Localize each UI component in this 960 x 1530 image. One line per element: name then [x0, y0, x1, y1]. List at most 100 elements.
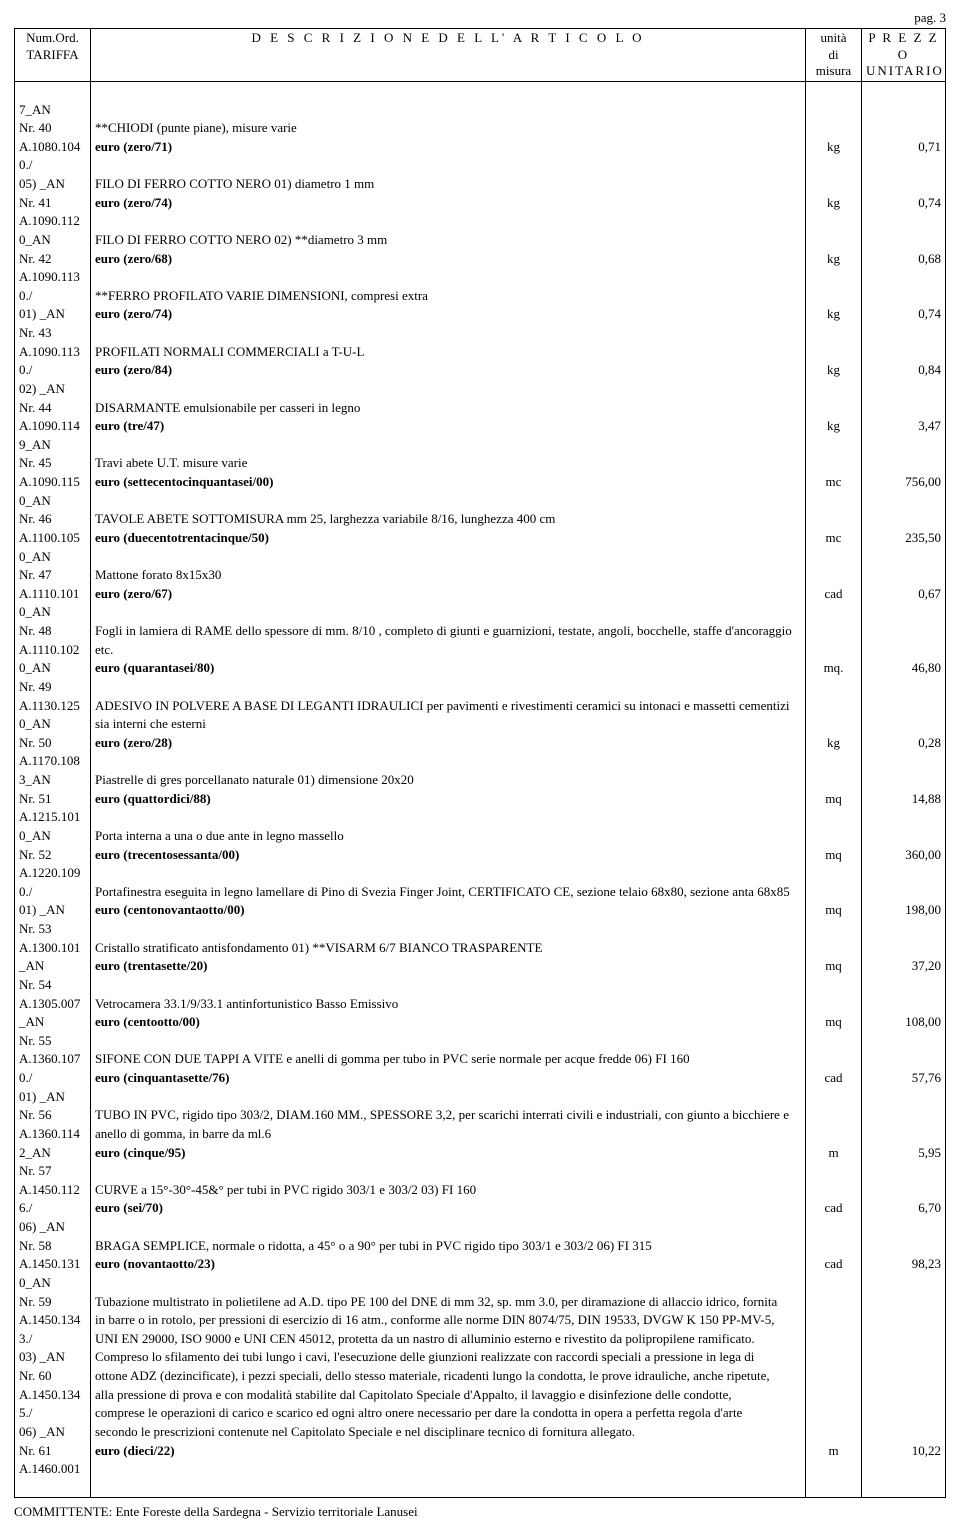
table-row: 6./euro (sei/70)cad6,70 [15, 1199, 946, 1218]
cell-unit [806, 622, 862, 641]
cell-unit [806, 1386, 862, 1405]
table-row: Nr. 47Mattone forato 8x15x30 [15, 566, 946, 585]
cell-desc: FILO DI FERRO COTTO NERO 01) diametro 1 … [91, 175, 806, 194]
table-row: Nr. 50euro (zero/28)kg0,28 [15, 734, 946, 753]
cell-unit [806, 1162, 862, 1181]
cell-unit [806, 175, 862, 194]
cell-desc [91, 603, 806, 622]
cell-price [862, 603, 946, 622]
header-tariffa: Num.Ord. TARIFFA [15, 29, 91, 82]
cell-tariffa: A.1300.101 [15, 939, 91, 958]
cell-unit: mq. [806, 659, 862, 678]
cell-price [862, 976, 946, 995]
cell-desc: anello di gomma, in barre da ml.6 [91, 1125, 806, 1144]
cell-price [862, 883, 946, 902]
cell-desc: euro (centonovantaotto/00) [91, 901, 806, 920]
cell-tariffa: A.1090.115 [15, 473, 91, 492]
cell-unit: kg [806, 305, 862, 324]
cell-unit: mq [806, 790, 862, 809]
cell-tariffa: 2_AN [15, 1144, 91, 1163]
table-row: A.1090.113PROFILATI NORMALI COMMERCIALI … [15, 343, 946, 362]
cell-unit [806, 1460, 862, 1479]
cell-tariffa: 0./ [15, 361, 91, 380]
cell-tariffa: Nr. 44 [15, 399, 91, 418]
cell-desc: UNI EN 29000, ISO 9000 e UNI CEN 45012, … [91, 1330, 806, 1349]
table-row: 06) _ANsecondo le prescrizioni contenute… [15, 1423, 946, 1442]
table-row: 9_AN [15, 436, 946, 455]
table-row: 03) _ANCompreso lo sfilamento dei tubi l… [15, 1348, 946, 1367]
table-row: Nr. 57 [15, 1162, 946, 1181]
cell-tariffa: A.1090.113 [15, 268, 91, 287]
cell-price [862, 864, 946, 883]
cell-tariffa: 3_AN [15, 771, 91, 790]
cell-price: 14,88 [862, 790, 946, 809]
cell-desc: SIFONE CON DUE TAPPI A VITE e anelli di … [91, 1050, 806, 1069]
cell-unit: cad [806, 585, 862, 604]
cell-price: 5,95 [862, 1144, 946, 1163]
table-row: Nr. 56TUBO IN PVC, rigido tipo 303/2, DI… [15, 1106, 946, 1125]
cell-tariffa: Nr. 49 [15, 678, 91, 697]
table-row: A.1450.131euro (novantaotto/23)cad98,23 [15, 1255, 946, 1274]
cell-tariffa: Nr. 45 [15, 454, 91, 473]
cell-desc: FILO DI FERRO COTTO NERO 02) **diametro … [91, 231, 806, 250]
cell-desc [91, 1460, 806, 1479]
table-row: A.1090.115euro (settecentocinquantasei/0… [15, 473, 946, 492]
cell-unit [806, 119, 862, 138]
cell-unit [806, 287, 862, 306]
cell-price: 3,47 [862, 417, 946, 436]
cell-desc: Cristallo stratificato antisfondamento 0… [91, 939, 806, 958]
cell-tariffa: 3./ [15, 1330, 91, 1349]
cell-price [862, 566, 946, 585]
cell-unit: cad [806, 1069, 862, 1088]
table-row: Nr. 59Tubazione multistrato in polietile… [15, 1293, 946, 1312]
cell-price [862, 1386, 946, 1405]
cell-desc: Fogli in lamiera di RAME dello spessore … [91, 622, 806, 641]
cell-price [862, 101, 946, 120]
cell-tariffa: Nr. 52 [15, 846, 91, 865]
cell-tariffa: _AN [15, 957, 91, 976]
cell-desc: **FERRO PROFILATO VARIE DIMENSIONI, comp… [91, 287, 806, 306]
cell-unit: kg [806, 194, 862, 213]
cell-tariffa: Nr. 55 [15, 1032, 91, 1051]
cell-desc: PROFILATI NORMALI COMMERCIALI a T-U-L [91, 343, 806, 362]
cell-desc: Piastrelle di gres porcellanato naturale… [91, 771, 806, 790]
table-row: Nr. 51euro (quattordici/88)mq14,88 [15, 790, 946, 809]
table-row: _ANeuro (trentasette/20)mq37,20 [15, 957, 946, 976]
table-row: A.1305.007Vetrocamera 33.1/9/33.1 antinf… [15, 995, 946, 1014]
cell-desc: euro (zero/84) [91, 361, 806, 380]
cell-desc [91, 156, 806, 175]
cell-desc: **CHIODI (punte piane), misure varie [91, 119, 806, 138]
cell-desc: DISARMANTE emulsionabile per casseri in … [91, 399, 806, 418]
cell-tariffa: A.1090.114 [15, 417, 91, 436]
cell-tariffa: Nr. 50 [15, 734, 91, 753]
cell-tariffa: 7_AN [15, 101, 91, 120]
cell-tariffa: Nr. 54 [15, 976, 91, 995]
cell-unit: mq [806, 901, 862, 920]
hdr-tariffa-2: TARIFFA [26, 47, 78, 62]
cell-tariffa: A.1305.007 [15, 995, 91, 1014]
page-number: pag. 3 [14, 10, 946, 26]
cell-tariffa: Nr. 60 [15, 1367, 91, 1386]
cell-price [862, 1125, 946, 1144]
table-row: Nr. 53 [15, 920, 946, 939]
cell-price [862, 1348, 946, 1367]
cell-price [862, 231, 946, 250]
cell-unit [806, 1106, 862, 1125]
table-row: A.1450.134alla pressione di prova e con … [15, 1386, 946, 1405]
cell-tariffa: A.1360.107 [15, 1050, 91, 1069]
cell-desc: ottone ADZ (dezincificate), i pezzi spec… [91, 1367, 806, 1386]
table-row: 06) _AN [15, 1218, 946, 1237]
cell-price [862, 324, 946, 343]
cell-desc: euro (zero/28) [91, 734, 806, 753]
cell-desc: euro (zero/71) [91, 138, 806, 157]
cell-desc: euro (centootto/00) [91, 1013, 806, 1032]
cell-tariffa: A.1450.131 [15, 1255, 91, 1274]
cell-price [862, 380, 946, 399]
cell-tariffa: 5./ [15, 1404, 91, 1423]
cell-unit: cad [806, 1255, 862, 1274]
cell-tariffa: 01) _AN [15, 1088, 91, 1107]
cell-price [862, 548, 946, 567]
cell-price [862, 995, 946, 1014]
cell-price: 0,67 [862, 585, 946, 604]
cell-price [862, 1181, 946, 1200]
